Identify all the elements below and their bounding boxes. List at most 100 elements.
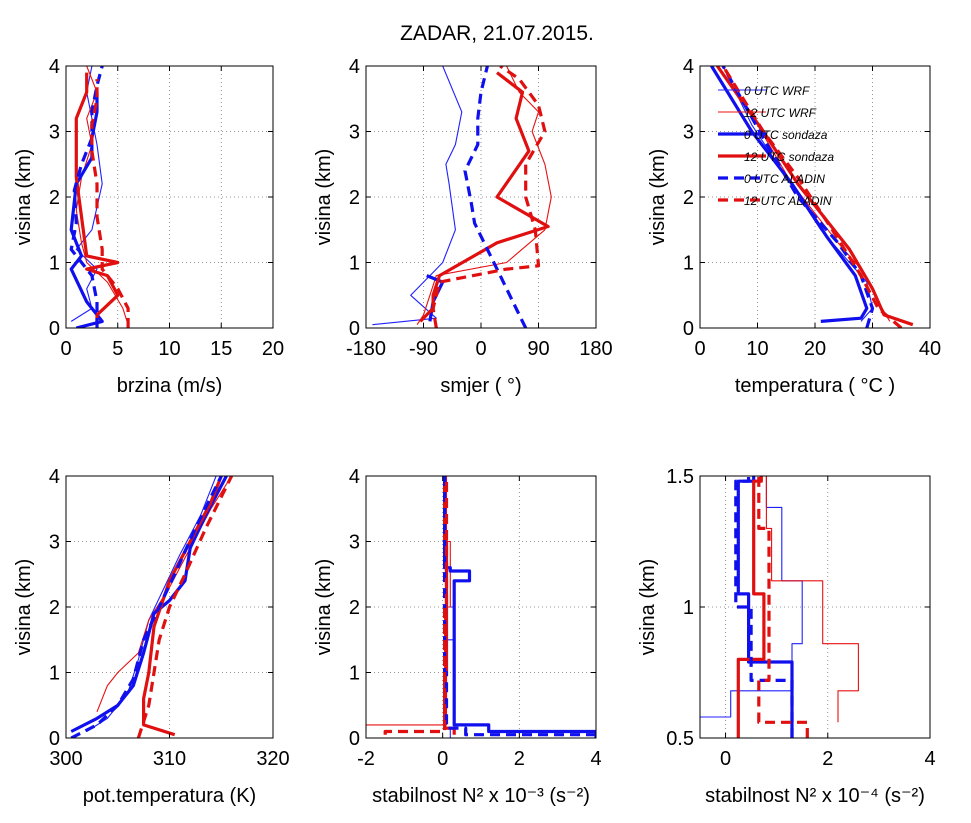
- y-tick-label: 2: [349, 597, 360, 619]
- y-tick-label: 0: [349, 728, 360, 750]
- panel-potential-temperature: 300 310 320 0 1 2 3 4 pot.temperatura (K) visina …: [13, 466, 290, 807]
- series-line-12-utc-sondaza: [419, 71, 550, 323]
- x-tick-label: 10: [746, 338, 768, 360]
- series-line-0-utc-sondaza: [69, 92, 104, 328]
- series-line-12-utc-aladin: [383, 476, 449, 735]
- panel-temperature: 0 10 20 30 40 0 1 2 3 4 temperatura ( °C ) visina (…: [647, 56, 941, 397]
- legend-entry-label: 12 UTC sondaza: [744, 150, 834, 164]
- y-tick-label: 2: [49, 597, 60, 619]
- y-tick-label: 1: [349, 253, 360, 275]
- x-tick-label: 30: [861, 338, 883, 360]
- x-axis-label: brzina (m/s): [117, 375, 223, 397]
- y-tick-label: 3: [683, 122, 694, 144]
- x-tick-label: 0: [720, 748, 731, 770]
- series-line-12-utc-wrf: [75, 66, 129, 325]
- x-tick-label: 0: [475, 338, 486, 360]
- y-tick-label: 4: [683, 56, 694, 78]
- series-line-0-utc-wrf: [700, 476, 803, 718]
- y-tick-label: 4: [349, 466, 360, 488]
- y-tick-label: 3: [349, 532, 360, 554]
- legend-entry-label: 0 UTC ALADIN: [744, 172, 825, 186]
- series-group: [70, 476, 234, 738]
- series-group: [372, 66, 552, 328]
- y-tick-label: 0: [349, 318, 360, 340]
- x-tick-label: 20: [262, 338, 284, 360]
- y-tick-label: 1: [683, 597, 694, 619]
- series-line-0-utc-sondaza: [710, 66, 869, 323]
- y-tick-label: 3: [49, 532, 60, 554]
- x-tick-label: 90: [527, 338, 549, 360]
- x-tick-label: 0: [60, 338, 71, 360]
- x-tick-label: -90: [409, 338, 438, 360]
- x-tick-label: 4: [924, 748, 935, 770]
- x-tick-label: 5: [112, 338, 123, 360]
- y-axis-label: visina (km): [13, 559, 35, 656]
- y-axis-label: visina (km): [637, 559, 659, 656]
- y-tick-label: 0: [683, 318, 694, 340]
- x-tick-label: 40: [919, 338, 941, 360]
- x-axis-label: pot.temperatura (K): [83, 785, 256, 807]
- x-axis-label: smjer ( °): [440, 375, 521, 397]
- y-axis-label: visina (km): [313, 149, 335, 246]
- series-line-0-utc-aladin: [721, 66, 875, 328]
- y-tick-label: 4: [49, 56, 60, 78]
- y-tick-label: 4: [49, 466, 60, 488]
- legend-entry-label: 0 UTC sondaza: [744, 128, 828, 142]
- y-tick-label: 4: [349, 56, 360, 78]
- x-tick-label: 4: [590, 748, 601, 770]
- x-tick-label: 15: [210, 338, 232, 360]
- y-tick-label: 2: [683, 187, 694, 209]
- y-tick-label: 1: [349, 663, 360, 685]
- x-tick-label: 2: [514, 748, 525, 770]
- y-tick-label: 3: [49, 122, 60, 144]
- series-line-12-utc-wrf: [416, 66, 552, 326]
- series-line-0-utc-sondaza: [736, 476, 794, 738]
- x-tick-label: 0: [437, 748, 448, 770]
- x-axis-label: stabilnost N² x 10⁻⁴ (s⁻²): [705, 785, 925, 807]
- series-line-12-utc-aladin: [136, 476, 234, 738]
- x-tick-label: 180: [579, 338, 612, 360]
- x-tick-label: 320: [256, 748, 289, 770]
- series-line-0-utc-aladin: [70, 476, 223, 738]
- series-line-12-utc-aladin: [757, 476, 809, 738]
- x-tick-label: -180: [346, 338, 386, 360]
- x-axis-label: temperatura ( °C ): [735, 375, 895, 397]
- legend-entry-label: 12 UTC WRF: [744, 106, 817, 120]
- legend-entry-label: 12 UTC ALADIN: [744, 194, 832, 208]
- series-line-12-utc-wrf: [765, 476, 859, 723]
- y-tick-label: 1.5: [666, 466, 694, 488]
- series-line-12-utc-sondaza: [142, 476, 223, 737]
- series-line-0-utc-aladin: [734, 476, 794, 738]
- legend-entry-label: 0 UTC WRF: [744, 84, 810, 98]
- series-group: [366, 476, 596, 738]
- x-tick-label: -2: [357, 748, 375, 770]
- y-axis-label: visina (km): [313, 559, 335, 656]
- y-tick-label: 1: [49, 663, 60, 685]
- y-tick-label: 2: [49, 187, 60, 209]
- y-tick-label: 3: [349, 122, 360, 144]
- y-tick-label: 0.5: [666, 728, 694, 750]
- x-tick-label: 20: [804, 338, 826, 360]
- series-line-12-utc-aladin: [90, 79, 130, 328]
- x-tick-label: 2: [822, 748, 833, 770]
- figure-title: ZADAR, 21.07.2015.: [400, 22, 594, 45]
- series-line-12-utc-aladin: [431, 66, 547, 328]
- y-tick-label: 2: [349, 187, 360, 209]
- series-line-0-utc-aladin: [463, 66, 528, 328]
- y-axis-label: visina (km): [13, 149, 35, 246]
- panel-stability-N2-e-4: 0 2 4 0.5 1 1.5 stabilnost N² x 10⁻⁴ (s⁻²) visi…: [637, 466, 936, 807]
- series-line-12-utc-aladin: [721, 66, 903, 328]
- series-line-12-utc-sondaza: [74, 72, 120, 325]
- x-tick-label: 0: [694, 338, 705, 360]
- panel-wind-speed: 0 5 10 15 20 0 1 2 3 4 brzina (m/s) visina (km): [13, 56, 284, 397]
- x-axis-label: stabilnost N² x 10⁻³ (s⁻²): [372, 785, 590, 807]
- y-tick-label: 0: [49, 318, 60, 340]
- y-tick-label: 1: [49, 253, 60, 275]
- x-tick-label: 300: [49, 748, 82, 770]
- legend: 0 UTC WRF 12 UTC WRF 0 UTC sondaza 12 UTC s…: [718, 84, 834, 208]
- x-tick-label: 310: [153, 748, 186, 770]
